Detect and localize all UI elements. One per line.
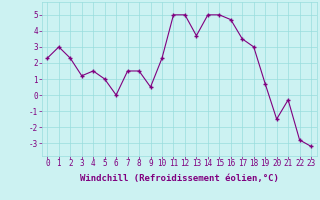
X-axis label: Windchill (Refroidissement éolien,°C): Windchill (Refroidissement éolien,°C): [80, 174, 279, 183]
